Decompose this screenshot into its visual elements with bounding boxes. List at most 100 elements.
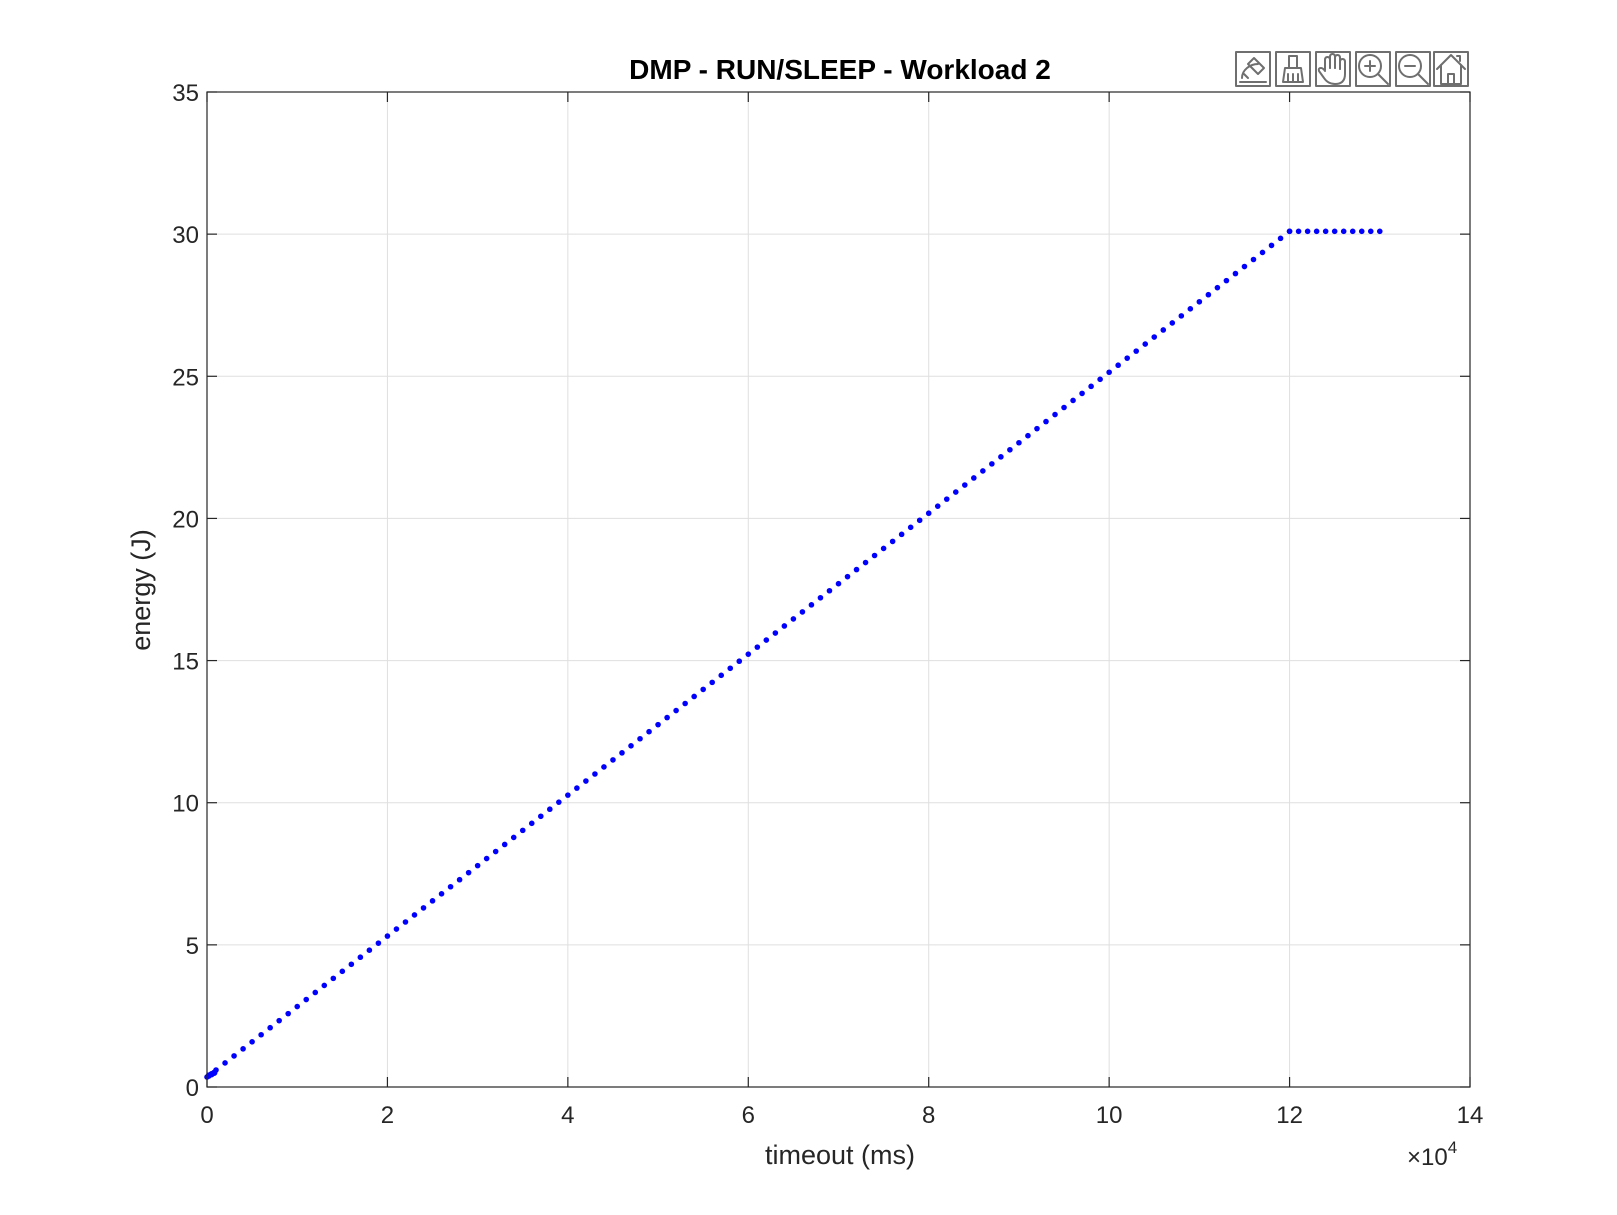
data-point [862,559,869,566]
data-point [303,996,310,1003]
data-point [610,757,616,763]
y-tick-label: 35 [172,80,199,107]
data-point [907,524,914,531]
home-icon[interactable] [1433,51,1469,87]
data-point [519,827,526,834]
data-point [1259,249,1266,256]
data-point [501,841,508,848]
data-point [240,1046,246,1052]
data-point [1088,383,1094,390]
data-point [330,975,337,982]
data-point [1133,348,1140,354]
data-point [456,876,463,883]
data-point [826,587,833,594]
data-point [998,454,1004,460]
data-point [492,848,499,855]
data-point [465,869,472,876]
x-tick-label: 6 [742,1102,755,1129]
x-tick-label: 8 [922,1102,935,1129]
data-point [1241,263,1248,270]
data-point [709,679,715,686]
y-tick-label: 25 [172,364,199,391]
data-point [682,700,688,707]
data-point [1295,228,1302,235]
y-tick-label: 20 [172,506,199,533]
data-point [1331,228,1338,235]
data-point [375,940,382,946]
data-point [1025,432,1031,439]
data-point [664,714,670,721]
data-point [258,1031,264,1038]
axes-toolbar [1235,51,1469,87]
data-point [1178,313,1185,319]
data-point [1313,228,1320,235]
data-point [898,531,905,538]
data-point [817,594,824,601]
data-point [312,989,319,996]
data-point [1376,228,1383,235]
data-point [429,898,436,904]
data-point [1268,242,1275,249]
x-axis-label: timeout (ms) [765,1140,915,1170]
data-point [1034,425,1040,432]
data-point [655,721,661,728]
data-point [772,630,779,636]
data-point [1187,306,1194,312]
data-point [601,764,607,770]
data-point [1097,376,1103,383]
data-point [565,792,571,798]
y-tick-label: 0 [186,1075,199,1102]
data-point [1223,277,1230,284]
data-point [727,665,734,672]
data-point [1367,228,1374,235]
data-point [1205,291,1212,298]
data-point [781,623,788,629]
pan-hand-icon[interactable] [1315,51,1351,87]
data-point [483,855,490,862]
x-tick-label: 4 [561,1102,574,1129]
data-point [934,503,941,509]
data-point [754,644,761,650]
clean-brush-icon[interactable] [1275,51,1311,87]
data-point [1115,362,1121,369]
data-point [637,735,643,742]
x-tick-label: 12 [1276,1102,1303,1129]
data-point [211,1069,218,1076]
data-point [790,616,797,622]
data-point [971,475,977,481]
zoom-out-icon[interactable] [1395,51,1431,87]
y-axis-label: energy (J) [126,529,156,651]
brush-data-icon[interactable] [1235,51,1271,87]
data-point [1007,446,1013,453]
data-point [1052,411,1058,418]
data-point [366,947,373,953]
data-point [537,813,544,820]
data-point [646,728,652,735]
x-tick-label: 0 [200,1102,213,1129]
data-point [393,926,400,932]
data-point [871,552,878,559]
data-point [745,651,752,657]
data-point [808,602,815,608]
data-point [528,820,535,827]
data-point [276,1017,282,1024]
zoom-in-icon[interactable] [1355,51,1391,87]
data-point [411,912,418,918]
data-point [231,1053,237,1059]
data-point [348,961,355,968]
x-exponent-base: ×10 [1407,1144,1448,1171]
data-point [880,545,887,552]
data-point [420,905,427,911]
data-point [1070,397,1076,404]
y-tick-label: 10 [172,791,199,818]
data-point [574,785,580,791]
data-point [1322,228,1329,235]
axis-ticks [206,91,1471,1088]
data-point [1151,334,1158,340]
data-point [402,919,409,925]
data-point [673,707,679,714]
data-point [799,609,806,615]
x-exponent-power: 4 [1448,1138,1457,1157]
data-point [718,672,725,679]
